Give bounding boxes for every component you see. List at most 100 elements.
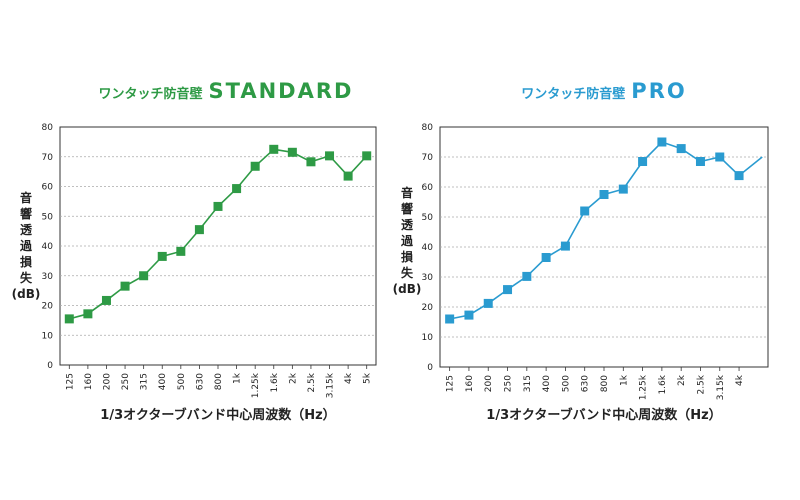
- data-point: [483, 298, 493, 308]
- x-tick-label: 160: [84, 373, 94, 390]
- data-point: [657, 137, 667, 147]
- x-tick-label: 1.6k: [658, 374, 668, 394]
- y-axis-label-char: (dB): [393, 282, 422, 296]
- chart-title-jp: ワンタッチ防音壁: [521, 86, 625, 102]
- y-tick-label: 30: [422, 273, 434, 283]
- y-tick-label: 30: [42, 272, 54, 282]
- data-point: [120, 281, 130, 291]
- x-tick-label: 3.15k: [716, 374, 726, 400]
- y-axis-label-char: 透: [401, 218, 414, 232]
- x-tick-label: 4k: [735, 374, 745, 386]
- y-axis-label-char: 過: [400, 233, 414, 248]
- data-point: [101, 295, 111, 305]
- x-tick-label: 1.6k: [270, 372, 280, 392]
- x-tick-label: 250: [504, 375, 514, 392]
- data-point: [464, 310, 474, 320]
- data-point: [250, 161, 260, 171]
- x-axis-label: 1/3オクターブバンド中心周波数（Hz）: [486, 407, 721, 423]
- y-tick-label: 0: [47, 361, 53, 371]
- x-tick-label: 400: [158, 373, 168, 390]
- x-tick-label: 200: [102, 373, 112, 390]
- y-tick-label: 80: [422, 123, 434, 133]
- x-tick-label: 160: [465, 375, 475, 392]
- series-line: [69, 148, 368, 320]
- x-tick-label: 125: [65, 373, 75, 390]
- data-point: [269, 144, 279, 154]
- x-tick-label: 1.25k: [639, 374, 649, 400]
- x-tick-label: 800: [214, 373, 224, 390]
- y-axis-label-char: 失: [401, 265, 414, 280]
- x-tick-label: 500: [561, 375, 571, 392]
- data-point: [139, 271, 149, 281]
- series-line: [449, 141, 763, 320]
- x-tick-label: 500: [177, 373, 187, 390]
- x-tick-label: 5k: [363, 372, 373, 384]
- y-tick-label: 60: [422, 183, 434, 193]
- chart-title-en: STANDARD: [209, 79, 354, 103]
- y-axis-label-char: 音: [401, 185, 413, 200]
- data-point: [157, 251, 167, 261]
- x-tick-label: 630: [195, 373, 205, 390]
- x-tick-label: 1k: [619, 374, 629, 386]
- data-point: [503, 285, 513, 295]
- chart-title-jp: ワンタッチ防音壁: [99, 86, 203, 102]
- x-tick-label: 4k: [344, 372, 354, 384]
- chart-title: ワンタッチ防音壁 PRO: [521, 79, 686, 103]
- data-point: [676, 144, 686, 154]
- x-tick-label: 2k: [288, 372, 298, 384]
- y-axis-label-char: (dB): [12, 287, 41, 301]
- chart-title-en: PRO: [631, 79, 686, 103]
- y-tick-label: 10: [42, 331, 54, 341]
- data-point: [638, 157, 648, 166]
- y-tick-label: 20: [422, 303, 434, 313]
- y-tick-label: 40: [422, 243, 434, 253]
- y-axis-label-char: 損: [401, 249, 414, 264]
- y-tick-label: 80: [42, 123, 54, 133]
- y-axis-label-char: 響: [20, 206, 32, 221]
- data-point: [580, 206, 590, 216]
- data-point: [445, 314, 455, 324]
- y-tick-label: 60: [42, 183, 54, 193]
- data-point: [541, 253, 551, 262]
- y-axis-label-char: 損: [20, 254, 33, 269]
- x-tick-label: 2k: [677, 374, 687, 386]
- data-point: [83, 309, 93, 319]
- x-tick-label: 250: [121, 373, 131, 390]
- y-tick-label: 40: [42, 242, 54, 252]
- y-tick-label: 50: [42, 212, 54, 222]
- data-point: [560, 241, 570, 251]
- x-axis-label: 1/3オクターブバンド中心周波数（Hz）: [100, 407, 335, 423]
- y-axis-label-char: 響: [401, 201, 413, 216]
- chart-title: ワンタッチ防音壁 STANDARD: [99, 79, 354, 103]
- x-tick-label: 315: [523, 375, 533, 392]
- y-tick-label: 70: [42, 153, 54, 163]
- y-tick-label: 70: [422, 153, 434, 163]
- data-point: [695, 157, 705, 166]
- x-tick-label: 800: [600, 375, 610, 392]
- y-tick-label: 0: [427, 363, 433, 373]
- y-axis-label-char: 失: [20, 270, 33, 285]
- x-tick-label: 3.15k: [326, 372, 336, 398]
- x-tick-label: 1k: [233, 372, 243, 384]
- x-tick-label: 2.5k: [307, 372, 317, 392]
- data-point: [232, 184, 242, 194]
- x-tick-label: 1.25k: [251, 372, 261, 398]
- data-point: [599, 190, 609, 199]
- y-tick-label: 50: [422, 213, 434, 223]
- data-point: [522, 271, 532, 281]
- x-tick-label: 200: [484, 375, 494, 392]
- y-tick-label: 10: [422, 333, 434, 343]
- data-point: [734, 171, 744, 181]
- data-point: [176, 246, 186, 256]
- data-point: [343, 171, 353, 181]
- data-point: [715, 152, 725, 162]
- data-point: [325, 151, 335, 161]
- data-point: [64, 314, 74, 324]
- chart-pro: ワンタッチ防音壁 PRO 0 10 20 30 40 50 60 70 80 125 160 200 250…: [393, 79, 769, 423]
- y-tick-label: 20: [42, 302, 54, 312]
- x-tick-label: 630: [581, 375, 591, 392]
- data-point: [362, 151, 372, 161]
- y-axis-label-char: 透: [20, 223, 33, 237]
- chart-standard: ワンタッチ防音壁 STANDARD 0 10 20 30 40 50 60 70 80 125 160 2…: [12, 79, 377, 423]
